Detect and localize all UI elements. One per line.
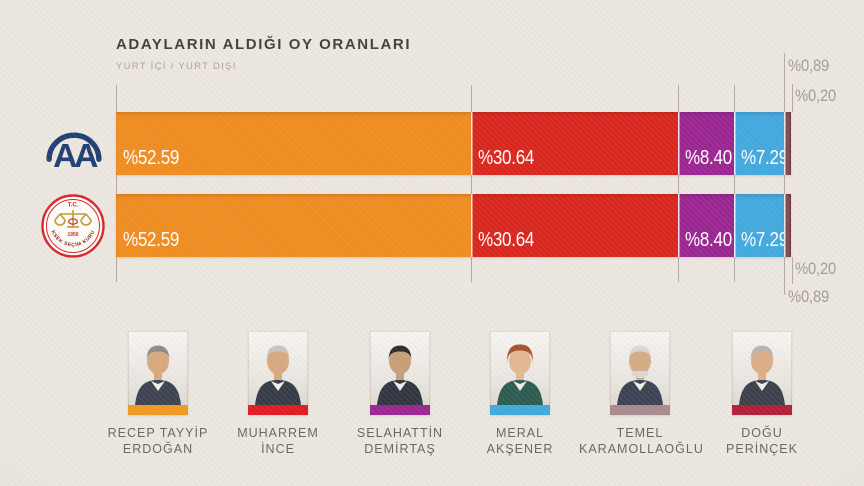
page-title: ADAYLARIN ALDIĞI OY ORANLARI xyxy=(116,36,412,53)
gridline xyxy=(471,85,472,282)
candidate-name: DOĞU PERİNÇEK xyxy=(726,426,798,456)
bar-segment-label: %7.29 xyxy=(741,229,789,251)
candidate-name: SELAHATTİN DEMİRTAŞ xyxy=(356,426,444,456)
candidate-color-strip xyxy=(610,405,670,415)
bar-segment-label: %52.59 xyxy=(123,229,180,251)
bar-segment-label: %52.59 xyxy=(123,147,180,169)
callout-label-karamollaoglu-bottom: %0,89 xyxy=(788,287,830,306)
candidate-photo xyxy=(248,331,308,415)
candidate-card-aksener: MERAL AKŞENER xyxy=(459,331,581,457)
ysk-year-text: 1950 xyxy=(67,232,78,238)
ysk-tc-text: T.C. xyxy=(68,203,79,209)
bar-segment-karamollaoglu xyxy=(783,194,790,257)
bar-segment-perincek xyxy=(789,112,791,175)
candidate-color-strip xyxy=(490,405,550,415)
person-avatar-icon xyxy=(135,345,181,405)
bar-segment-erdogan: %52.59 xyxy=(116,194,471,257)
candidate-card-erdogan: RECEP TAYYİP ERDOĞAN xyxy=(97,331,219,457)
gridline xyxy=(678,85,679,282)
candidate-name: MERAL AKŞENER xyxy=(486,426,554,456)
candidate-card-ince: MUHARREM İNCE xyxy=(217,331,339,457)
person-avatar-icon xyxy=(497,344,543,405)
ysk-logo: T.C. 1950 YÜKSEK SEÇİM KURULU xyxy=(41,194,105,258)
scales-icon xyxy=(54,210,92,228)
bar-segment-label: %8.40 xyxy=(684,229,732,251)
candidate-photo xyxy=(732,331,792,415)
callout-label-perincek-top: %0,20 xyxy=(795,86,837,105)
page-subtitle: YURT İÇİ / YURT DIŞI xyxy=(116,61,237,72)
bar-segment-ince: %30.64 xyxy=(470,194,678,257)
stacked-bar-yurt-disi: %52.59 %30.64 %8.40 %7.29 xyxy=(116,194,791,257)
candidate-card-perincek: DOĞU PERİNÇEK xyxy=(701,331,823,457)
person-avatar-icon xyxy=(255,345,301,405)
bar-segment-aksener: %7.29 xyxy=(734,194,789,257)
bar-segment-label: %30.64 xyxy=(477,229,535,251)
callout-line xyxy=(792,84,793,112)
candidate-color-strip xyxy=(370,405,430,415)
bar-segment-demirtas: %8.40 xyxy=(677,112,735,175)
candidate-photo xyxy=(490,331,550,415)
aa-agency-logo: AA xyxy=(46,132,102,175)
candidate-photo xyxy=(128,331,188,415)
bar-segment-demirtas: %8.40 xyxy=(677,194,735,257)
bar-segment-karamollaoglu xyxy=(783,112,790,175)
gridline xyxy=(734,85,735,282)
bar-segment-ince: %30.64 xyxy=(470,112,678,175)
callout-label-perincek-bottom: %0,20 xyxy=(795,259,837,278)
person-avatar-icon xyxy=(739,345,785,405)
candidate-name: RECEP TAYYİP ERDOĞAN xyxy=(107,426,209,456)
candidate-color-strip xyxy=(732,405,792,415)
bar-segment-aksener: %7.29 xyxy=(734,112,789,175)
candidate-card-karamollaoglu: TEMEL KARAMOLLAOĞLU xyxy=(579,331,704,457)
bar-segment-label: %7.29 xyxy=(741,147,789,169)
candidate-color-strip xyxy=(128,405,188,415)
person-avatar-icon xyxy=(617,345,663,405)
aa-logo-text: AA xyxy=(53,137,98,175)
candidate-name: MUHARREM İNCE xyxy=(237,426,319,456)
bar-segment-perincek xyxy=(789,194,791,257)
bar-segment-erdogan: %52.59 xyxy=(116,112,471,175)
callout-label-karamollaoglu-top: %0,89 xyxy=(788,56,830,75)
gridline xyxy=(116,85,117,282)
candidate-name: TEMEL KARAMOLLAOĞLU xyxy=(579,426,704,456)
bar-segment-label: %8.40 xyxy=(684,147,732,169)
candidate-photo xyxy=(370,331,430,415)
ysk-eye-emblem xyxy=(68,218,79,225)
stacked-bar-yurt-ici: %52.59 %30.64 %8.40 %7.29 xyxy=(116,112,791,175)
bar-segment-label: %30.64 xyxy=(477,147,535,169)
person-avatar-icon xyxy=(377,345,423,405)
candidate-card-demirtas: SELAHATTİN DEMİRTAŞ xyxy=(339,331,461,457)
candidate-photo xyxy=(610,331,670,415)
candidate-color-strip xyxy=(248,405,308,415)
callout-line xyxy=(792,257,793,284)
